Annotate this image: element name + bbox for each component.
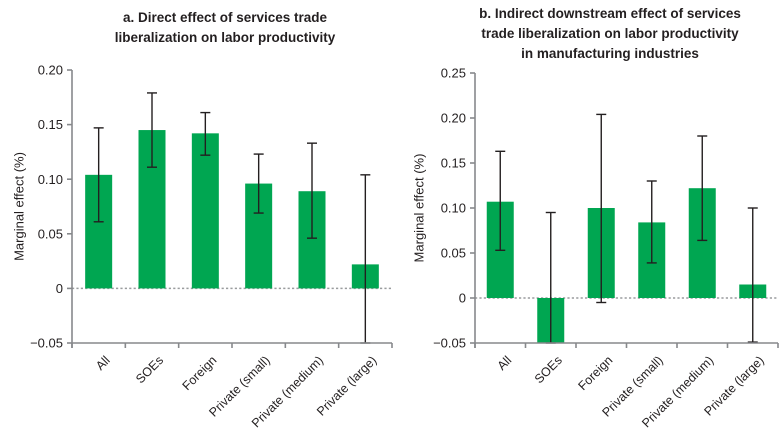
panel-b-error-bar-6 bbox=[747, 207, 758, 343]
panel-b-x-tick-label-1: All bbox=[495, 353, 515, 373]
panel-b-x-tick-label-3: Foreign bbox=[575, 353, 615, 393]
panel-a-title: a. Direct effect of services trade liber… bbox=[114, 10, 336, 45]
panel-b-error-bar-3 bbox=[596, 113, 607, 304]
panel-a-error-bar-6 bbox=[360, 174, 371, 344]
panel-a-y-tick-label: 0 bbox=[56, 281, 63, 296]
panel-b-y-tick-label: 0.15 bbox=[441, 156, 466, 171]
panel-b-y-tick-label: 0.20 bbox=[441, 111, 466, 126]
panel-a-y-tick-label: 0.20 bbox=[38, 63, 63, 78]
panel-b-y-axis-title: Marginal effect (%) bbox=[412, 154, 427, 263]
panel-a-error-bar-5 bbox=[307, 142, 317, 239]
panel-a-error-bar-1 bbox=[93, 127, 104, 223]
panel-a-y-axis-title: Marginal effect (%) bbox=[12, 152, 27, 261]
panel-b-error-bar-4 bbox=[646, 180, 657, 264]
panel-a-error-bar-3 bbox=[200, 111, 211, 156]
panel-b-error-bar-1 bbox=[495, 150, 506, 252]
panel-a-bar-foreign bbox=[191, 133, 219, 289]
panel-b-y-tick-label: 0 bbox=[459, 291, 466, 306]
panel-b-x-tick-label-2: SOEs bbox=[532, 353, 565, 386]
panel-a-y-tick-label: −0.05 bbox=[30, 336, 63, 351]
panel-a-y-tick-label: 0.05 bbox=[38, 226, 63, 241]
panel-a-x-tick-label-2: SOEs bbox=[133, 353, 166, 386]
panel-b-y-tick-label: 0.25 bbox=[441, 66, 466, 81]
panel-b-y-tick-label: 0.05 bbox=[441, 246, 466, 261]
panel-a-y-tick-label: 0.15 bbox=[38, 117, 63, 132]
panel-b-y-tick-label: −0.05 bbox=[433, 336, 466, 351]
panel-a-error-bar-2 bbox=[147, 92, 157, 168]
panel-a-x-tick-label-1: All bbox=[93, 353, 113, 373]
panel-a-y-tick-label: 0.10 bbox=[38, 172, 63, 187]
panel-a-x-tick-label-3: Foreign bbox=[180, 353, 220, 393]
panel-b-chart: 0.25 0.20 0.15 0.10 0.05 0 −0.05 All SOEs Foreign… bbox=[412, 66, 779, 430]
panel-b-y-tick-label: 0.10 bbox=[441, 201, 466, 216]
panel-a-error-bar-4 bbox=[253, 153, 264, 214]
panel-b-error-bar-5 bbox=[697, 135, 708, 242]
panel-b-title: b. Indirect downstream effect of service… bbox=[479, 6, 741, 61]
